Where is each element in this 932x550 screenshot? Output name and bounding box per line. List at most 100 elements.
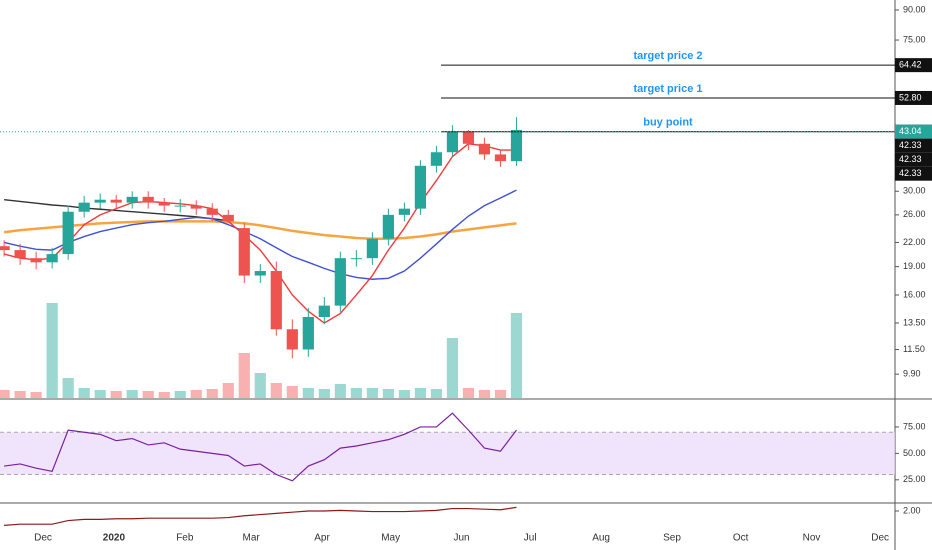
price-tag-label: 64.42 (899, 60, 922, 70)
y-tick-label: 50.00 (903, 448, 926, 458)
volume-bar (174, 391, 186, 398)
candle-body (30, 258, 42, 263)
y-tick-label: 75.00 (903, 421, 926, 431)
volume-bar (110, 391, 122, 398)
moving-average-line (3, 143, 517, 324)
y-tick-label: 25.00 (903, 474, 926, 484)
x-tick-label: Jul (524, 533, 537, 544)
volume-bar (190, 390, 202, 398)
price-tag-label: 52.80 (899, 92, 922, 102)
annotation-text: buy point (643, 117, 693, 129)
volume-bar (446, 338, 459, 398)
candle-body (462, 131, 475, 144)
candle-body (142, 196, 154, 203)
volume-bar (318, 389, 330, 398)
volume-bar (142, 391, 154, 398)
rsi-band (0, 432, 895, 475)
y-tick-label: 26.00 (903, 209, 926, 219)
y-tick-label: 13.50 (903, 317, 926, 327)
volume-bar (350, 388, 362, 398)
y-tick-label: 16.00 (903, 289, 926, 299)
candle-body (318, 305, 330, 318)
volume-bar (270, 383, 282, 398)
candle-body (494, 154, 507, 162)
volume-bar (222, 383, 234, 398)
candle-body (94, 199, 106, 203)
x-tick-label: Feb (176, 533, 194, 544)
moving-average-line (3, 189, 517, 280)
candle-body (14, 250, 26, 259)
volume-bar (510, 313, 523, 398)
candle-body (238, 228, 250, 276)
price-marker-label: 42.33 (899, 168, 922, 178)
y-tick-label: 19.00 (903, 261, 926, 271)
volume-bar (158, 392, 170, 398)
candle-body (206, 208, 218, 215)
x-tick-label: Dec (34, 533, 52, 544)
volume-bar (334, 384, 346, 398)
x-tick-label: Dec (871, 533, 889, 544)
x-tick-label: Apr (314, 533, 330, 544)
volume-bar (238, 353, 250, 398)
volume-bar (0, 390, 10, 398)
price-marker (895, 124, 932, 139)
candle-body (510, 129, 523, 162)
x-tick-label: May (381, 533, 400, 544)
price-marker (895, 152, 932, 167)
candle-body (382, 214, 394, 239)
y-tick-label: 22.00 (903, 237, 926, 247)
candle-body (222, 214, 234, 222)
volume-bar (382, 389, 394, 398)
volume-bar (286, 386, 298, 398)
volume-bar (46, 303, 58, 398)
candle-body (478, 143, 491, 155)
candle-body (446, 131, 459, 153)
x-tick-label: Sep (663, 533, 681, 544)
x-tick-label: Aug (592, 533, 610, 544)
y-tick-label: 2.00 (903, 505, 921, 515)
x-tick-label: Jun (454, 533, 470, 544)
price-marker (895, 138, 932, 153)
y-tick-label: 11.50 (903, 344, 925, 354)
candle-body (0, 246, 10, 251)
x-tick-label: Oct (733, 533, 749, 544)
price-marker (895, 166, 932, 181)
candle-body (286, 329, 298, 350)
candle-body (174, 205, 186, 207)
price-marker-label: 42.33 (899, 140, 922, 150)
volume-bar (398, 390, 410, 398)
volume-bar (414, 388, 426, 398)
volume-bar (494, 390, 507, 398)
moving-average-line (3, 220, 517, 240)
x-tick-label: Nov (803, 533, 821, 544)
candle-body (350, 258, 362, 260)
price-tag (895, 58, 932, 73)
candle-body (414, 165, 426, 209)
volume-bar (126, 390, 138, 398)
candle-body (366, 238, 378, 259)
volume-bar (254, 373, 266, 398)
volume-bar (78, 388, 90, 398)
volume-bar (478, 390, 491, 398)
x-tick-label: 2020 (103, 533, 126, 544)
volume-bar (430, 389, 443, 398)
volume-bar (30, 392, 42, 398)
price-tag (895, 90, 932, 105)
y-tick-label: 90.00 (903, 4, 926, 14)
candle-body (190, 205, 202, 209)
y-tick-label: 9.90 (903, 369, 921, 379)
candle-body (126, 196, 138, 203)
volume-bar (366, 388, 378, 398)
moving-average-line (4, 199, 229, 222)
candle-body (334, 258, 346, 306)
candle-body (398, 208, 410, 215)
price-marker-label: 43.04 (899, 126, 922, 136)
indicator-line (4, 412, 517, 482)
y-tick-label: 75.00 (903, 34, 926, 44)
volume-bar (94, 390, 106, 398)
candle-body (46, 254, 58, 263)
candle-body (254, 271, 266, 276)
annotation-text: target price 2 (633, 50, 702, 62)
